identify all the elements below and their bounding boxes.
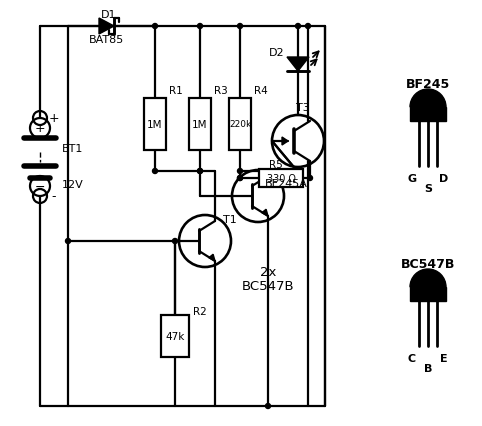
Bar: [229, 98, 251, 150]
Text: +: +: [49, 112, 59, 125]
Text: −: −: [35, 180, 45, 193]
Circle shape: [198, 169, 202, 174]
Text: T1: T1: [223, 215, 237, 225]
Text: R4: R4: [254, 85, 268, 95]
Bar: [259, 170, 303, 187]
Circle shape: [66, 239, 70, 244]
Circle shape: [238, 169, 242, 174]
Circle shape: [306, 24, 310, 29]
Text: S: S: [424, 184, 432, 193]
Text: C: C: [408, 353, 416, 363]
Text: R3: R3: [214, 85, 228, 95]
Circle shape: [238, 176, 242, 181]
Text: BC547B: BC547B: [401, 258, 455, 271]
Circle shape: [238, 24, 242, 29]
Bar: [189, 98, 211, 150]
Wedge shape: [410, 90, 446, 108]
Bar: [410, 108, 446, 122]
Wedge shape: [410, 269, 446, 287]
Circle shape: [152, 169, 158, 174]
Circle shape: [308, 176, 312, 181]
Polygon shape: [262, 210, 268, 216]
Text: BC547B: BC547B: [241, 280, 295, 293]
Text: BT1: BT1: [62, 144, 83, 154]
Text: B: B: [424, 363, 432, 373]
Text: R5: R5: [269, 160, 283, 170]
Text: 220k: 220k: [229, 120, 251, 129]
Text: G: G: [407, 173, 416, 184]
Circle shape: [152, 24, 158, 29]
Text: BAT85: BAT85: [88, 35, 123, 45]
Text: 1M: 1M: [147, 119, 163, 129]
Text: 2x: 2x: [260, 265, 276, 278]
Circle shape: [266, 403, 270, 409]
Text: +: +: [35, 122, 45, 135]
Circle shape: [198, 169, 202, 174]
Polygon shape: [287, 58, 309, 72]
Text: BF245: BF245: [406, 78, 450, 91]
Text: T3: T3: [296, 103, 310, 113]
Text: R1: R1: [169, 85, 183, 95]
Text: T2: T2: [276, 170, 290, 180]
Circle shape: [198, 24, 202, 29]
Polygon shape: [99, 19, 114, 35]
Text: 47k: 47k: [165, 331, 185, 341]
Text: E: E: [440, 353, 448, 363]
Text: 1M: 1M: [192, 119, 208, 129]
Circle shape: [295, 24, 300, 29]
Circle shape: [238, 176, 242, 181]
Text: -: -: [52, 190, 56, 203]
Circle shape: [173, 239, 177, 244]
Text: 12V: 12V: [62, 180, 84, 190]
Bar: [144, 98, 166, 150]
Polygon shape: [209, 255, 215, 262]
Text: D: D: [440, 173, 449, 184]
Text: R2: R2: [193, 306, 207, 316]
Text: 330 Ω: 330 Ω: [267, 173, 295, 184]
Text: D2: D2: [268, 48, 284, 58]
Polygon shape: [282, 138, 288, 146]
Bar: [161, 315, 189, 357]
Text: D1: D1: [101, 10, 117, 20]
Text: BF245A: BF245A: [265, 178, 308, 189]
Bar: [410, 287, 446, 301]
